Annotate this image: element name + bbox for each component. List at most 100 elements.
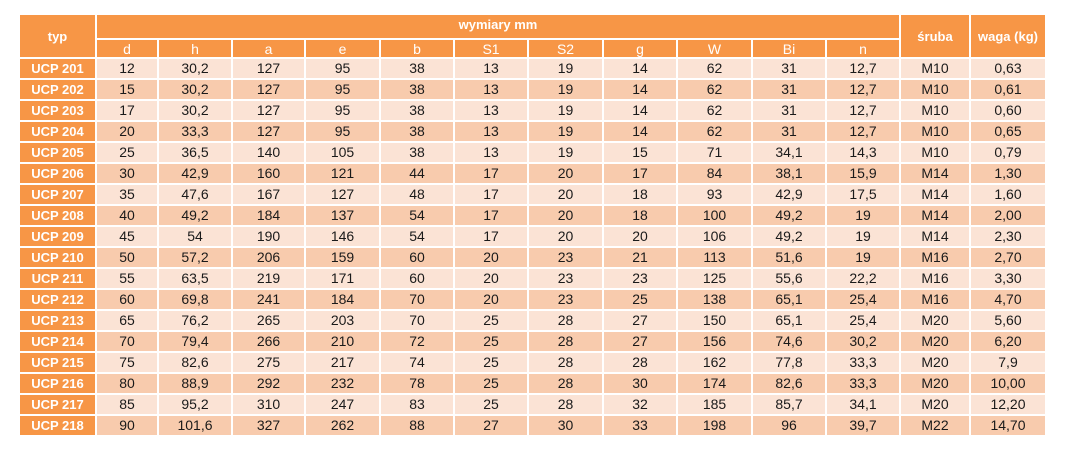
table-cell: 184 — [233, 206, 304, 225]
table-row: UCP 206 30 42,9 160 121 44 17 20 17 84 38,1 15,9 M14… — [20, 164, 1045, 183]
table-cell: 65,1 — [753, 311, 825, 330]
table-cell: 95 — [306, 80, 379, 99]
header-dim-6: S2 — [529, 40, 602, 57]
table-cell: 184 — [306, 290, 379, 309]
table-cell: 17,5 — [827, 185, 899, 204]
table-cell: 127 — [306, 185, 379, 204]
table-row: UCP 201 12 30,2 127 95 38 13 19 14 62 31 12,7 M10 0,6… — [20, 59, 1045, 78]
table-cell: 23 — [529, 290, 602, 309]
table-row: UCP 217 85 95,2 310 247 83 25 28 32 185 85,7 34,1 M2… — [20, 395, 1045, 414]
table-row: UCP 210 50 57,2 206 159 60 20 23 21 113 51,6 19 M16 2… — [20, 248, 1045, 267]
table-cell: 25 — [455, 395, 527, 414]
table-cell: 113 — [678, 248, 751, 267]
table-row: UCP 204 20 33,3 127 95 38 13 19 14 62 31 12,7 M10 0,6… — [20, 122, 1045, 141]
table-cell: 17 — [455, 164, 527, 183]
table-cell: 1,60 — [971, 185, 1045, 204]
table-cell: 25 — [455, 374, 527, 393]
table-cell: M20 — [901, 332, 969, 351]
table-cell: 247 — [306, 395, 379, 414]
header-dim-10: n — [827, 40, 899, 57]
table-cell: M14 — [901, 227, 969, 246]
table-cell: 14 — [604, 80, 676, 99]
table-cell: M10 — [901, 143, 969, 162]
table-cell: 31 — [753, 122, 825, 141]
table-cell: 30,2 — [827, 332, 899, 351]
table-cell: 20 — [529, 164, 602, 183]
table-row: UCP 202 15 30,2 127 95 38 13 19 14 62 31 12,7 M10 0,6… — [20, 80, 1045, 99]
table-cell: 49,2 — [753, 206, 825, 225]
table-cell: 14 — [604, 101, 676, 120]
table-cell: 138 — [678, 290, 751, 309]
table-cell: 1,30 — [971, 164, 1045, 183]
table-cell: 12,20 — [971, 395, 1045, 414]
table-cell: 85,7 — [753, 395, 825, 414]
table-cell: M10 — [901, 101, 969, 120]
table-cell: 203 — [306, 311, 379, 330]
row-type-cell: UCP 209 — [20, 227, 95, 246]
table-cell: 174 — [678, 374, 751, 393]
header-dim-8: W — [678, 40, 751, 57]
table-cell: 62 — [678, 59, 751, 78]
header-dim-4: b — [381, 40, 453, 57]
table-cell: 219 — [233, 269, 304, 288]
table-cell: 49,2 — [753, 227, 825, 246]
table-cell: 15,9 — [827, 164, 899, 183]
table-cell: M14 — [901, 185, 969, 204]
table-cell: 28 — [529, 311, 602, 330]
table-cell: 13 — [455, 59, 527, 78]
table-cell: 71 — [678, 143, 751, 162]
table-cell: 13 — [455, 80, 527, 99]
table-cell: 217 — [306, 353, 379, 372]
table-cell: 72 — [381, 332, 453, 351]
table-cell: 10,00 — [971, 374, 1045, 393]
table-cell: 25 — [97, 143, 157, 162]
table-row: UCP 214 70 79,4 266 210 72 25 28 27 156 74,6 30,2 M2… — [20, 332, 1045, 351]
table-cell: 65,1 — [753, 290, 825, 309]
table-cell: 18 — [604, 185, 676, 204]
table-cell: 30,2 — [159, 101, 231, 120]
table-cell: 210 — [306, 332, 379, 351]
table-cell: 127 — [233, 59, 304, 78]
table-cell: 82,6 — [159, 353, 231, 372]
table-cell: 100 — [678, 206, 751, 225]
table-cell: 50 — [97, 248, 157, 267]
table-cell: 0,79 — [971, 143, 1045, 162]
table-cell: 65 — [97, 311, 157, 330]
header-typ: typ — [20, 15, 95, 57]
table-cell: 33,3 — [159, 122, 231, 141]
table-cell: 140 — [233, 143, 304, 162]
table-cell: 19 — [827, 227, 899, 246]
row-type-cell: UCP 216 — [20, 374, 95, 393]
table-cell: 55 — [97, 269, 157, 288]
table-cell: 28 — [529, 353, 602, 372]
header-dim-9: Bi — [753, 40, 825, 57]
table-cell: 31 — [753, 101, 825, 120]
table-cell: 85 — [97, 395, 157, 414]
table-cell: 12,7 — [827, 122, 899, 141]
table-row: UCP 207 35 47,6 167 127 48 17 20 18 93 42,9 17,5 M14… — [20, 185, 1045, 204]
table-cell: 3,30 — [971, 269, 1045, 288]
table-cell: 6,20 — [971, 332, 1045, 351]
table-row: UCP 218 90 101,6 327 262 88 27 30 33 198 96 39,7 M22… — [20, 416, 1045, 435]
header-waga: waga (kg) — [971, 15, 1045, 57]
table-cell: 28 — [604, 353, 676, 372]
table-cell: 23 — [604, 269, 676, 288]
table-cell: 30 — [604, 374, 676, 393]
table-cell: M22 — [901, 416, 969, 435]
table-cell: 42,9 — [159, 164, 231, 183]
table-cell: 2,30 — [971, 227, 1045, 246]
table-cell: 17 — [455, 227, 527, 246]
table-cell: M14 — [901, 164, 969, 183]
table-cell: M10 — [901, 122, 969, 141]
table-cell: 171 — [306, 269, 379, 288]
table-cell: 14,3 — [827, 143, 899, 162]
table-cell: 7,9 — [971, 353, 1045, 372]
table-cell: 74,6 — [753, 332, 825, 351]
table-cell: 19 — [529, 143, 602, 162]
table-cell: 125 — [678, 269, 751, 288]
table-cell: 95,2 — [159, 395, 231, 414]
table-cell: 55,6 — [753, 269, 825, 288]
table-cell: 14,70 — [971, 416, 1045, 435]
table-cell: 13 — [455, 122, 527, 141]
header-dim-5: S1 — [455, 40, 527, 57]
